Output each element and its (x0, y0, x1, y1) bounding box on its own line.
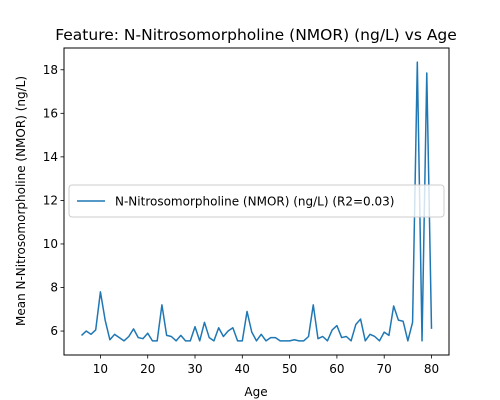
y-tick-label: 8 (50, 281, 58, 295)
x-axis-label: Age (244, 385, 267, 399)
chart-title: Feature: N-Nitrosomorpholine (NMOR) (ng/… (55, 26, 457, 44)
y-axis-label: Mean N-Nitrosomorpholine (NMOR) (ng/L) (14, 76, 28, 326)
x-tick-label: 60 (329, 362, 344, 376)
legend-box (68, 184, 445, 218)
x-tick-label: 50 (282, 362, 297, 376)
x-tick-label: 70 (377, 362, 392, 376)
x-tick-label: 80 (424, 362, 439, 376)
x-tick-label: 20 (140, 362, 155, 376)
y-tick-label: 12 (43, 193, 58, 207)
y-axis-ticks: 6 8 10 12 14 16 18 (43, 63, 64, 338)
x-tick-label: 30 (187, 362, 202, 376)
plot-area-frame (63, 47, 450, 356)
y-tick-label: 16 (43, 106, 58, 120)
y-tick-label: 10 (43, 237, 58, 251)
series-layer (80, 61, 433, 342)
y-tick-label: 6 (50, 324, 58, 338)
x-axis-ticks: 10 20 30 40 50 60 70 80 (93, 355, 439, 376)
y-tick-label: 18 (43, 63, 58, 77)
x-tick-label: 10 (93, 362, 108, 376)
legend: N-Nitrosomorpholine (NMOR) (ng/L) (R2=0.… (68, 184, 445, 218)
legend-label: N-Nitrosomorpholine (NMOR) (ng/L) (R2=0.… (115, 195, 394, 209)
series-line (80, 61, 433, 342)
x-tick-label: 40 (235, 362, 250, 376)
y-tick-label: 14 (43, 150, 58, 164)
